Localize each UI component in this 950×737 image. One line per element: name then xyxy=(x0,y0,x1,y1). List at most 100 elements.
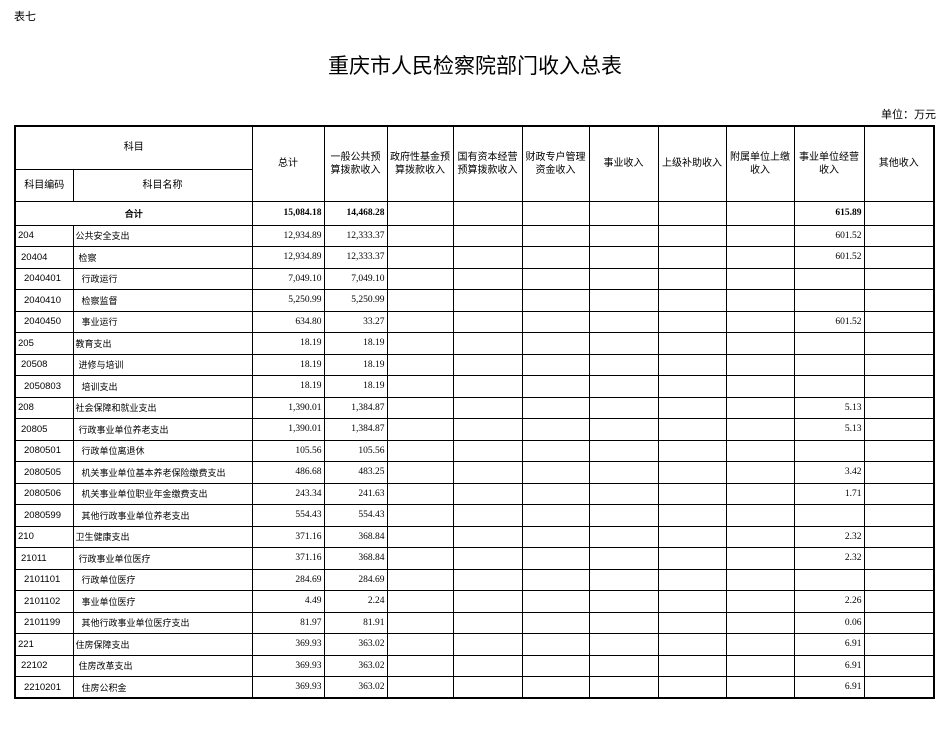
cell-general: 241.63 xyxy=(323,482,388,505)
cell-empty xyxy=(657,633,727,656)
cell-empty xyxy=(386,590,454,613)
cell-business: 2.32 xyxy=(793,525,865,548)
cell-name: 进修与培训 xyxy=(72,353,253,376)
cell-code: 2101102 xyxy=(14,590,74,613)
total-row: 合计 15,084.18 14,468.28 615.89 xyxy=(14,200,935,226)
cell-total: 5,250.99 xyxy=(251,289,325,312)
unit-label: 单位：万元 xyxy=(881,108,936,121)
cell-total: 369.93 xyxy=(251,654,325,677)
cell-name: 事业运行 xyxy=(72,310,253,333)
cell-total: 4.49 xyxy=(251,590,325,613)
cell-empty xyxy=(386,267,454,290)
cell-empty xyxy=(863,224,935,247)
table-row: 204 公共安全支出 12,934.89 12,333.37 601.52 xyxy=(14,224,935,247)
cell-empty xyxy=(452,611,523,634)
cell-empty xyxy=(588,310,659,333)
cell-empty xyxy=(725,353,795,376)
cell-empty xyxy=(588,375,659,398)
cell-empty xyxy=(657,332,727,355)
table-row: 221 住房保障支出 369.93 363.02 6.91 xyxy=(14,633,935,656)
cell-empty xyxy=(725,246,795,269)
cell-total: 371.16 xyxy=(251,547,325,570)
cell-business xyxy=(793,267,865,290)
cell-general: 2.24 xyxy=(323,590,388,613)
cell-empty xyxy=(452,568,523,591)
cell-empty xyxy=(657,482,727,505)
page-title: 重庆市人民检察院部门收入总表 xyxy=(328,54,622,78)
cell-empty xyxy=(657,611,727,634)
cell-empty xyxy=(452,547,523,570)
cell-empty xyxy=(725,224,795,247)
table-row: 2101199 其他行政事业单位医疗支出 81.97 81.91 0.06 xyxy=(14,611,935,634)
cell-empty xyxy=(588,504,659,527)
cell-general: 7,049.10 xyxy=(323,267,388,290)
cell-empty xyxy=(452,439,523,462)
cell-empty xyxy=(725,611,795,634)
cell-empty xyxy=(657,224,727,247)
cell-empty xyxy=(863,289,935,312)
cell-total: 554.43 xyxy=(251,504,325,527)
cell-empty xyxy=(863,396,935,419)
cell-empty xyxy=(386,633,454,656)
cell-code: 2210201 xyxy=(14,676,74,699)
table-row: 210 卫生健康支出 371.16 368.84 2.32 xyxy=(14,525,935,548)
cell-empty xyxy=(452,375,523,398)
cell-code: 2080505 xyxy=(14,461,74,484)
cell-business xyxy=(793,332,865,355)
cell-empty xyxy=(863,246,935,269)
cell-empty xyxy=(725,568,795,591)
header-col: 政府性基金预算拨款收入 xyxy=(386,125,454,202)
cell-empty xyxy=(521,246,590,269)
header-code: 科目编码 xyxy=(14,168,74,202)
cell-empty xyxy=(863,461,935,484)
table-row: 2050803 培训支出 18.19 18.19 xyxy=(14,375,935,398)
cell-total: 18.19 xyxy=(251,375,325,398)
cell-general: 363.02 xyxy=(323,676,388,699)
cell-empty xyxy=(657,396,727,419)
cell-empty xyxy=(386,310,454,333)
cell-empty xyxy=(521,353,590,376)
cell-empty xyxy=(588,611,659,634)
cell-empty xyxy=(657,568,727,591)
cell-empty xyxy=(386,418,454,441)
cell-empty xyxy=(452,418,523,441)
cell-empty xyxy=(386,654,454,677)
cell-business: 2.32 xyxy=(793,547,865,570)
cell-empty xyxy=(386,461,454,484)
cell-empty xyxy=(521,568,590,591)
cell-name: 卫生健康支出 xyxy=(72,525,253,548)
table-row: 2101101 行政单位医疗 284.69 284.69 xyxy=(14,568,935,591)
cell-name: 住房改革支出 xyxy=(72,654,253,677)
cell-empty xyxy=(588,289,659,312)
header-subject: 科目 xyxy=(14,125,253,170)
cell-empty xyxy=(657,353,727,376)
cell-empty xyxy=(588,418,659,441)
cell-general: 363.02 xyxy=(323,633,388,656)
cell-empty xyxy=(452,525,523,548)
cell-empty xyxy=(588,353,659,376)
cell-name: 行政单位离退休 xyxy=(72,439,253,462)
cell-business: 0.06 xyxy=(793,611,865,634)
cell-code: 2080501 xyxy=(14,439,74,462)
cell-empty xyxy=(657,439,727,462)
table-row: 2040410 检察监督 5,250.99 5,250.99 xyxy=(14,289,935,312)
cell-business: 601.52 xyxy=(793,310,865,333)
cell-empty xyxy=(386,525,454,548)
cell-code: 205 xyxy=(14,332,74,355)
cell-empty xyxy=(725,654,795,677)
cell-total: 7,049.10 xyxy=(251,267,325,290)
cell-code: 2050803 xyxy=(14,375,74,398)
cell-empty xyxy=(657,654,727,677)
cell-empty xyxy=(863,439,935,462)
total-label: 合计 xyxy=(14,200,253,226)
cell-empty xyxy=(521,654,590,677)
cell-empty xyxy=(521,418,590,441)
cell-name: 住房保障支出 xyxy=(72,633,253,656)
cell-general: 284.69 xyxy=(323,568,388,591)
table-row: 2080506 机关事业单位职业年金缴费支出 243.34 241.63 1.71 xyxy=(14,482,935,505)
cell-general: 554.43 xyxy=(323,504,388,527)
cell-empty xyxy=(863,676,935,699)
cell-empty xyxy=(863,332,935,355)
cell-empty xyxy=(521,267,590,290)
cell-business xyxy=(793,504,865,527)
